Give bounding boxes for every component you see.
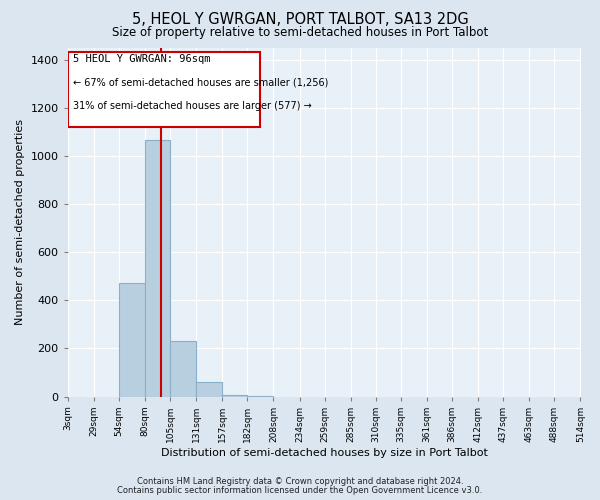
Text: 5, HEOL Y GWRGAN, PORT TALBOT, SA13 2DG: 5, HEOL Y GWRGAN, PORT TALBOT, SA13 2DG (131, 12, 469, 28)
Y-axis label: Number of semi-detached properties: Number of semi-detached properties (15, 119, 25, 325)
Text: 31% of semi-detached houses are larger (577) →: 31% of semi-detached houses are larger (… (73, 101, 311, 111)
Bar (145, 140, 170, 396)
Text: Size of property relative to semi-detached houses in Port Talbot: Size of property relative to semi-detach… (112, 26, 488, 39)
Bar (119, 284, 145, 397)
Text: ← 67% of semi-detached houses are smaller (1,256): ← 67% of semi-detached houses are smalle… (73, 78, 328, 88)
FancyBboxPatch shape (68, 52, 260, 127)
Bar (196, 382, 222, 396)
X-axis label: Distribution of semi-detached houses by size in Port Talbot: Distribution of semi-detached houses by … (161, 448, 488, 458)
Text: Contains HM Land Registry data © Crown copyright and database right 2024.: Contains HM Land Registry data © Crown c… (137, 477, 463, 486)
Text: 5 HEOL Y GWRGAN: 96sqm: 5 HEOL Y GWRGAN: 96sqm (73, 54, 210, 64)
Text: Contains public sector information licensed under the Open Government Licence v3: Contains public sector information licen… (118, 486, 482, 495)
Bar (170, 341, 196, 396)
